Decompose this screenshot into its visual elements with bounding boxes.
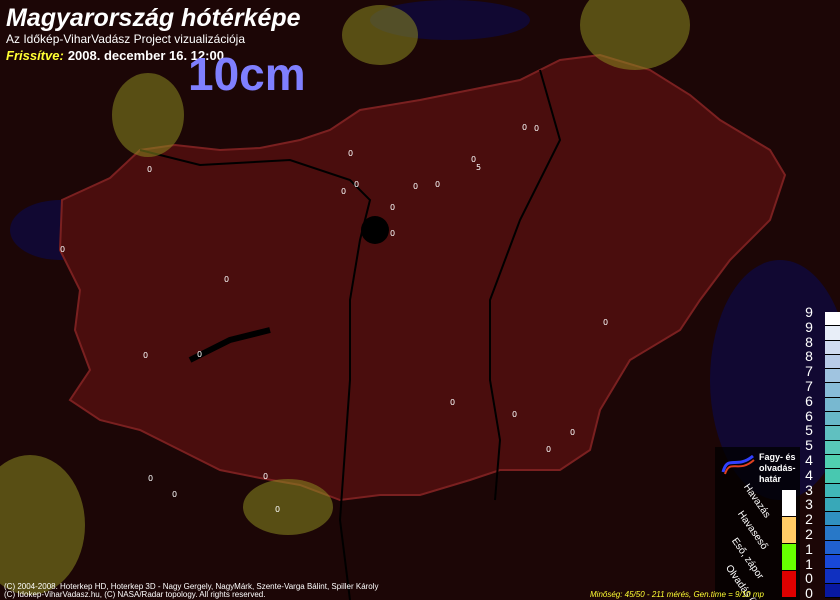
boundary-label: Fagy- és olvadás-határ <box>759 452 796 484</box>
scale-label: 9 <box>805 304 813 320</box>
precip-swatch <box>782 544 796 570</box>
credits-line-2: (C) Idokep-ViharVadasz.hu, (C) NASA/Rada… <box>4 590 266 599</box>
scale-segment <box>825 469 840 484</box>
scale-label: 8 <box>805 348 813 365</box>
scale-segment <box>825 497 840 513</box>
scale-label: 5 <box>805 437 813 454</box>
scale-label: 6 <box>805 392 813 409</box>
scale-label: 4 <box>805 466 813 483</box>
snow-blob <box>580 0 690 70</box>
station-value: 0 <box>413 182 419 191</box>
scale-segment <box>825 312 840 327</box>
quality-info: Minőség: 45/50 - 211 mérés, Gen.time = 9… <box>590 590 764 599</box>
depth-color-bar <box>825 312 840 598</box>
scale-segment <box>825 569 840 584</box>
station-value: 0 <box>148 474 154 483</box>
station-value: 0 <box>522 123 528 132</box>
scale-segment <box>825 512 840 527</box>
station-value: 0 <box>546 445 552 454</box>
scale-label: 5 <box>805 422 813 439</box>
scale-label: 9 <box>805 318 813 335</box>
scale-label: 8 <box>805 333 813 350</box>
scale-label: 3 <box>805 481 813 498</box>
station-value: 0 <box>354 180 360 189</box>
boundary-line-icon <box>721 454 755 475</box>
scale-segment <box>825 340 840 355</box>
scale-segment <box>825 454 840 470</box>
map-title: Magyarország hótérképe <box>6 4 301 32</box>
scale-label: 7 <box>805 363 813 380</box>
station-value: 0 <box>275 505 281 514</box>
scale-segment <box>825 326 840 341</box>
station-value: 0 <box>348 149 354 158</box>
precip-swatch <box>782 517 796 543</box>
station-value: 0 <box>603 318 609 327</box>
lake-balaton <box>188 327 271 363</box>
river-danube <box>139 149 372 600</box>
scale-segment <box>825 540 840 556</box>
station-value: 5 <box>476 163 482 172</box>
snow-blob <box>342 5 418 65</box>
snow-blob <box>0 455 85 595</box>
rivers <box>139 69 562 600</box>
hungary-outline <box>58 53 787 502</box>
station-value: 0 <box>390 203 396 212</box>
scale-segment <box>825 440 840 455</box>
scale-segment <box>825 526 840 541</box>
scale-label: 4 <box>805 452 813 468</box>
station-value: 0 <box>471 155 477 164</box>
snow-blob <box>243 479 333 535</box>
station-value: 0 <box>390 229 396 238</box>
updated-label: Frissítve: <box>6 48 64 63</box>
scale-segment <box>825 369 840 384</box>
station-value: 0 <box>60 245 66 254</box>
scale-label: 7 <box>805 378 813 394</box>
scale-segment <box>825 583 840 598</box>
scale-label: 0 <box>805 570 813 587</box>
scale-label: 1 <box>805 555 813 572</box>
scale-segment <box>825 555 840 570</box>
station-value: 0 <box>224 275 230 284</box>
station-value: 0 <box>512 410 518 419</box>
scale-label: 2 <box>805 526 813 542</box>
scale-label: 3 <box>805 496 813 513</box>
updated-value: 2008. december 16. 12:00 <box>67 48 224 63</box>
scale-segment <box>825 383 840 398</box>
budapest-area <box>361 216 389 244</box>
scale-label: 2 <box>805 511 813 528</box>
station-value: 0 <box>341 187 347 196</box>
precip-swatch <box>782 571 796 597</box>
map-subtitle: Az Időkép-ViharVadász Project vizualizác… <box>6 32 246 46</box>
station-value: 0 <box>143 351 149 360</box>
station-value: 0 <box>570 428 576 437</box>
credits-line-1: (C) 2004-2008. Hoterkep HD, Hoterkep 3D … <box>4 582 379 591</box>
station-value: 0 <box>147 165 153 174</box>
station-value: 0 <box>263 472 269 481</box>
snow-cover-areas <box>0 0 690 595</box>
scale-segment <box>825 354 840 370</box>
scale-label: 6 <box>805 407 813 424</box>
depth-indicator: 10cm <box>188 48 306 100</box>
station-value: 0 <box>435 180 441 189</box>
updated-line: Frissítve: 2008. december 16. 12:00 <box>6 48 224 63</box>
station-value: 0 <box>450 398 456 407</box>
scale-segment <box>825 426 840 441</box>
snow-blob <box>112 73 184 157</box>
credits: (C) 2004-2008. Hoterkep HD, Hoterkep 3D … <box>4 583 379 599</box>
scale-label: 0 <box>805 585 813 600</box>
scale-label: 1 <box>805 540 813 557</box>
scale-segment <box>825 483 840 498</box>
river-tisza <box>489 69 562 501</box>
scale-segment <box>825 412 840 427</box>
station-value: 0 <box>172 490 178 499</box>
station-value: 0 <box>534 124 540 133</box>
scale-segment <box>825 397 840 413</box>
station-value: 0 <box>197 350 203 359</box>
precip-swatch <box>782 490 796 516</box>
